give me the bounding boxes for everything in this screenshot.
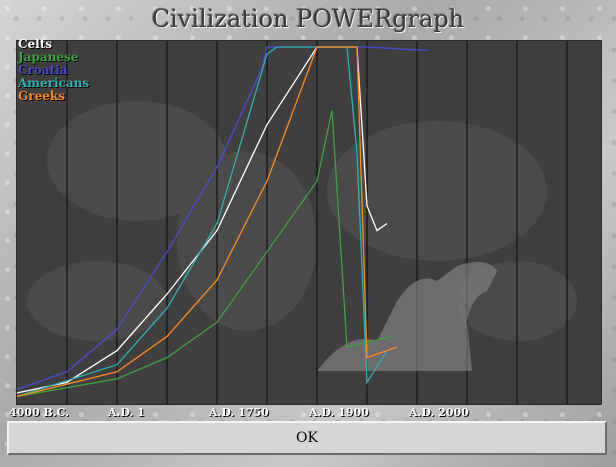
power-graph — [16, 40, 602, 405]
legend-item-celts: Celts — [18, 37, 53, 51]
x-tick-label: 4000 B.C. — [9, 406, 69, 419]
map-texture — [327, 121, 547, 261]
x-tick-label: A.D. 2000 — [409, 406, 469, 419]
x-tick-label: A.D. 1 — [108, 406, 145, 419]
series-line-americans — [17, 46, 388, 398]
x-tick-label: A.D. 1900 — [309, 406, 369, 419]
map-texture — [177, 151, 317, 331]
legend-item-japanese: Japanese — [18, 50, 79, 64]
x-tick-label: A.D. 1750 — [209, 406, 269, 419]
series-line-japanese — [17, 110, 393, 398]
map-texture — [47, 101, 227, 221]
power-graph-svg — [17, 41, 577, 404]
legend-item-croatia: Croatia — [18, 63, 68, 77]
x-axis-labels: 4000 B.C. A.D. 1 A.D. 1750 A.D. 1900 A.D… — [0, 404, 616, 420]
window-title: Civilization POWERgraph — [151, 5, 465, 33]
series-line-greeks — [17, 46, 398, 398]
legend-item-americans: Americans — [18, 76, 90, 90]
ok-button[interactable]: OK — [7, 421, 607, 455]
legend-item-greeks: Greeks — [18, 89, 65, 103]
legend: Celts Japanese Croatia Americans Greeks — [18, 38, 89, 103]
series-line-celts — [17, 46, 388, 394]
map-texture — [27, 261, 167, 341]
